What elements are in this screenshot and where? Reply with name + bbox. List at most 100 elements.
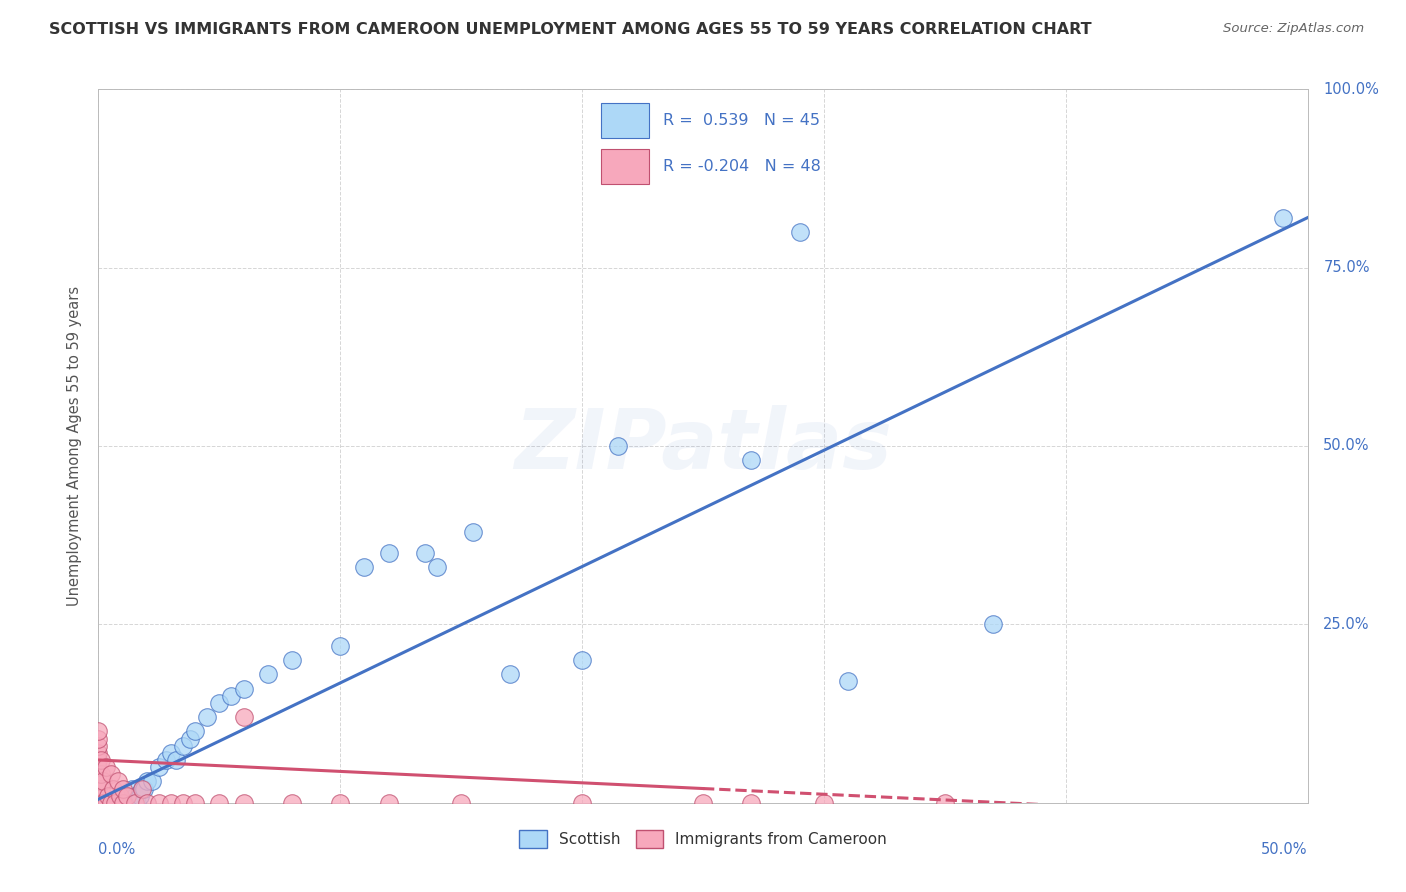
- Text: 0.0%: 0.0%: [98, 842, 135, 857]
- Point: [111, 796, 134, 810]
- Point: [100, 796, 122, 810]
- Point: [104, 796, 127, 810]
- Text: 50.0%: 50.0%: [1261, 842, 1308, 857]
- Point: [114, 796, 136, 810]
- Point: [101, 781, 124, 796]
- Point: [232, 710, 254, 724]
- Point: [111, 781, 134, 796]
- Point: [107, 774, 129, 789]
- Point: [90, 781, 112, 796]
- Point: [131, 781, 153, 796]
- Point: [91, 774, 114, 789]
- Point: [91, 796, 114, 810]
- Point: [148, 760, 170, 774]
- Point: [329, 639, 352, 653]
- Point: [232, 681, 254, 696]
- Point: [90, 796, 112, 810]
- Point: [118, 796, 141, 810]
- Point: [87, 753, 110, 767]
- Text: 100.0%: 100.0%: [1323, 82, 1379, 96]
- Point: [281, 653, 304, 667]
- Point: [426, 560, 449, 574]
- Point: [87, 739, 110, 753]
- Point: [463, 524, 485, 539]
- Text: Source: ZipAtlas.com: Source: ZipAtlas.com: [1223, 22, 1364, 36]
- Point: [789, 225, 811, 239]
- Point: [121, 781, 143, 796]
- Point: [134, 781, 156, 796]
- Point: [377, 546, 399, 560]
- Point: [117, 796, 139, 810]
- Point: [87, 731, 110, 746]
- Point: [104, 796, 127, 810]
- Point: [141, 774, 163, 789]
- Point: [740, 453, 762, 467]
- Point: [571, 796, 593, 810]
- Point: [607, 439, 630, 453]
- Text: 25.0%: 25.0%: [1323, 617, 1369, 632]
- Point: [87, 774, 110, 789]
- Point: [813, 796, 835, 810]
- Point: [127, 796, 149, 810]
- Legend: Scottish, Immigrants from Cameroon: Scottish, Immigrants from Cameroon: [512, 822, 894, 855]
- Point: [90, 767, 112, 781]
- Point: [934, 796, 956, 810]
- Point: [108, 789, 131, 803]
- Point: [740, 796, 762, 810]
- Point: [94, 760, 117, 774]
- Point: [184, 796, 207, 810]
- Point: [692, 796, 714, 810]
- Point: [165, 753, 187, 767]
- Point: [111, 796, 134, 810]
- Point: [221, 689, 243, 703]
- Point: [107, 796, 129, 810]
- Text: ZIPatlas: ZIPatlas: [515, 406, 891, 486]
- Point: [450, 796, 472, 810]
- Point: [97, 789, 120, 803]
- Point: [160, 796, 183, 810]
- Y-axis label: Unemployment Among Ages 55 to 59 years: Unemployment Among Ages 55 to 59 years: [67, 286, 83, 606]
- Point: [155, 753, 177, 767]
- Point: [1272, 211, 1295, 225]
- Point: [256, 667, 278, 681]
- Point: [184, 724, 207, 739]
- Point: [87, 767, 110, 781]
- Point: [195, 710, 218, 724]
- Point: [87, 760, 110, 774]
- Text: 50.0%: 50.0%: [1323, 439, 1369, 453]
- Point: [172, 739, 194, 753]
- Point: [353, 560, 375, 574]
- Point: [94, 796, 117, 810]
- Point: [160, 746, 183, 760]
- Point: [981, 617, 1004, 632]
- Point: [100, 767, 122, 781]
- Text: 75.0%: 75.0%: [1323, 260, 1369, 275]
- Point: [108, 796, 131, 810]
- Point: [87, 781, 110, 796]
- Point: [498, 667, 520, 681]
- Point: [101, 796, 124, 810]
- Point: [329, 796, 352, 810]
- Point: [135, 796, 157, 810]
- Point: [135, 774, 157, 789]
- Point: [131, 781, 153, 796]
- Point: [232, 796, 254, 810]
- Point: [208, 696, 231, 710]
- Point: [124, 796, 146, 810]
- Point: [87, 746, 110, 760]
- Point: [148, 796, 170, 810]
- Point: [128, 789, 150, 803]
- Point: [117, 789, 139, 803]
- Point: [377, 796, 399, 810]
- Point: [100, 796, 122, 810]
- Point: [208, 796, 231, 810]
- Point: [124, 789, 146, 803]
- Point: [87, 724, 110, 739]
- Point: [94, 796, 117, 810]
- Point: [87, 796, 110, 810]
- Point: [413, 546, 436, 560]
- Point: [179, 731, 201, 746]
- Point: [172, 796, 194, 810]
- Point: [571, 653, 593, 667]
- Point: [87, 789, 110, 803]
